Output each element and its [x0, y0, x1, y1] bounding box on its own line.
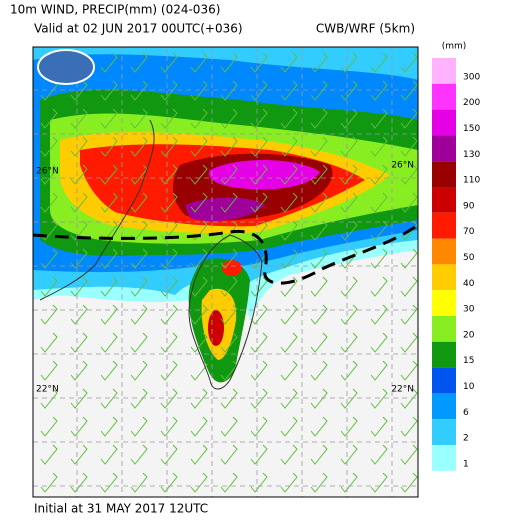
map-frame: [32, 46, 419, 498]
colorbar-label: 2: [463, 434, 469, 444]
colorbar-label: 150: [463, 124, 480, 134]
colorbar-swatch: [432, 135, 456, 162]
colorbar-swatch: [432, 109, 456, 136]
colorbar-swatch: [432, 316, 456, 342]
logo: [37, 49, 95, 85]
legend-unit: (mm): [442, 42, 467, 52]
map: [33, 47, 418, 497]
valid-time: Valid at 02 JUN 2017 00UTC(+036): [34, 22, 243, 36]
colorbar-swatch: [432, 264, 456, 291]
lat-label: 26°N: [36, 167, 59, 177]
colorbar-label: 70: [463, 227, 475, 237]
colorbar-label: 90: [463, 201, 475, 211]
colorbar-label: 50: [463, 253, 475, 263]
colorbar-swatch: [432, 290, 456, 316]
colorbar-label: 6: [463, 408, 469, 418]
colorbar: 300 200 150 130 110 90 70 50 40 30 20 15 10 6 2 1: [432, 58, 480, 471]
colorbar-swatch: [432, 212, 456, 239]
colorbar-label: 130: [463, 150, 480, 160]
colorbar-label: 300: [463, 72, 480, 82]
title: 10m WIND, PRECIP(mm) (024-036): [10, 3, 220, 17]
lat-label: 22°N: [391, 385, 414, 395]
colorbar-label: 1: [463, 459, 469, 469]
lat-label: 26°N: [391, 161, 414, 171]
front-line: [33, 223, 418, 285]
colorbar-swatch: [432, 419, 456, 445]
colorbar-label: 110: [463, 176, 480, 186]
colorbar-swatch: [432, 393, 456, 420]
colorbar-swatch: [432, 58, 456, 84]
colorbar-label: 20: [463, 330, 475, 340]
colorbar-swatch: [432, 367, 456, 394]
colorbar-label: 15: [463, 356, 474, 366]
lat-lon-grid: [33, 47, 418, 497]
colorbar-label: 200: [463, 98, 480, 108]
colorbar-swatch: [432, 238, 456, 265]
source: CWB/WRF (5km): [316, 22, 415, 36]
taiwan-coast: [188, 234, 263, 390]
colorbar-swatch: [432, 341, 456, 368]
initial-time: Initial at 31 MAY 2017 12UTC: [34, 502, 208, 516]
lat-label: 22°N: [36, 385, 59, 395]
colorbar-label: 40: [463, 279, 475, 289]
colorbar-label: 30: [463, 305, 475, 315]
colorbar-swatch: [432, 83, 456, 110]
colorbar-swatch: [432, 445, 456, 471]
colorbar-swatch: [432, 187, 456, 213]
colorbar-label: 10: [463, 382, 475, 392]
china-coast: [39, 119, 155, 301]
colorbar-swatch: [432, 161, 456, 187]
